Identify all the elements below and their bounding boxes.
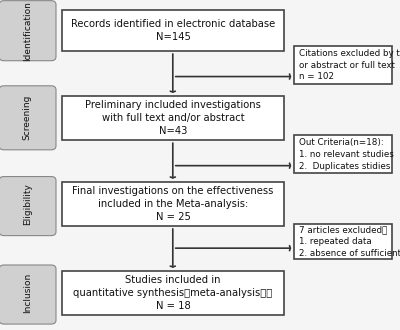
Text: Screening: Screening [23,95,32,141]
FancyBboxPatch shape [294,135,392,173]
Text: Records identified in electronic database
N=145: Records identified in electronic databas… [71,19,275,42]
Text: Eligibility: Eligibility [23,183,32,225]
Text: Final investigations on the effectiveness
included in the Meta-analysis:
N = 25: Final investigations on the effectivenes… [72,185,274,222]
FancyBboxPatch shape [0,177,56,236]
FancyBboxPatch shape [294,224,392,259]
Text: Citations excluded by title
or abstract or full text
n = 102: Citations excluded by title or abstract … [299,49,400,82]
FancyBboxPatch shape [0,86,56,150]
Text: Studies included in
quantitative synthesis（meta-analysis）：
N = 18: Studies included in quantitative synthes… [73,275,273,311]
Text: 7 articles excluded；
1. repeated data
2. absence of sufficient data: 7 articles excluded； 1. repeated data 2.… [299,225,400,258]
FancyBboxPatch shape [62,10,284,51]
FancyBboxPatch shape [62,271,284,315]
FancyBboxPatch shape [62,96,284,140]
FancyBboxPatch shape [62,182,284,226]
Text: Preliminary included investigations
with full text and/or abstract
N=43: Preliminary included investigations with… [85,100,261,136]
Text: Identification: Identification [23,1,32,61]
FancyBboxPatch shape [0,1,56,61]
FancyBboxPatch shape [294,46,392,84]
FancyBboxPatch shape [0,265,56,324]
Text: Inclusion: Inclusion [23,273,32,313]
Text: Out Criteria(n=18):
1. no relevant studies
2.  Duplicates stidies: Out Criteria(n=18): 1. no relevant studi… [299,138,394,171]
